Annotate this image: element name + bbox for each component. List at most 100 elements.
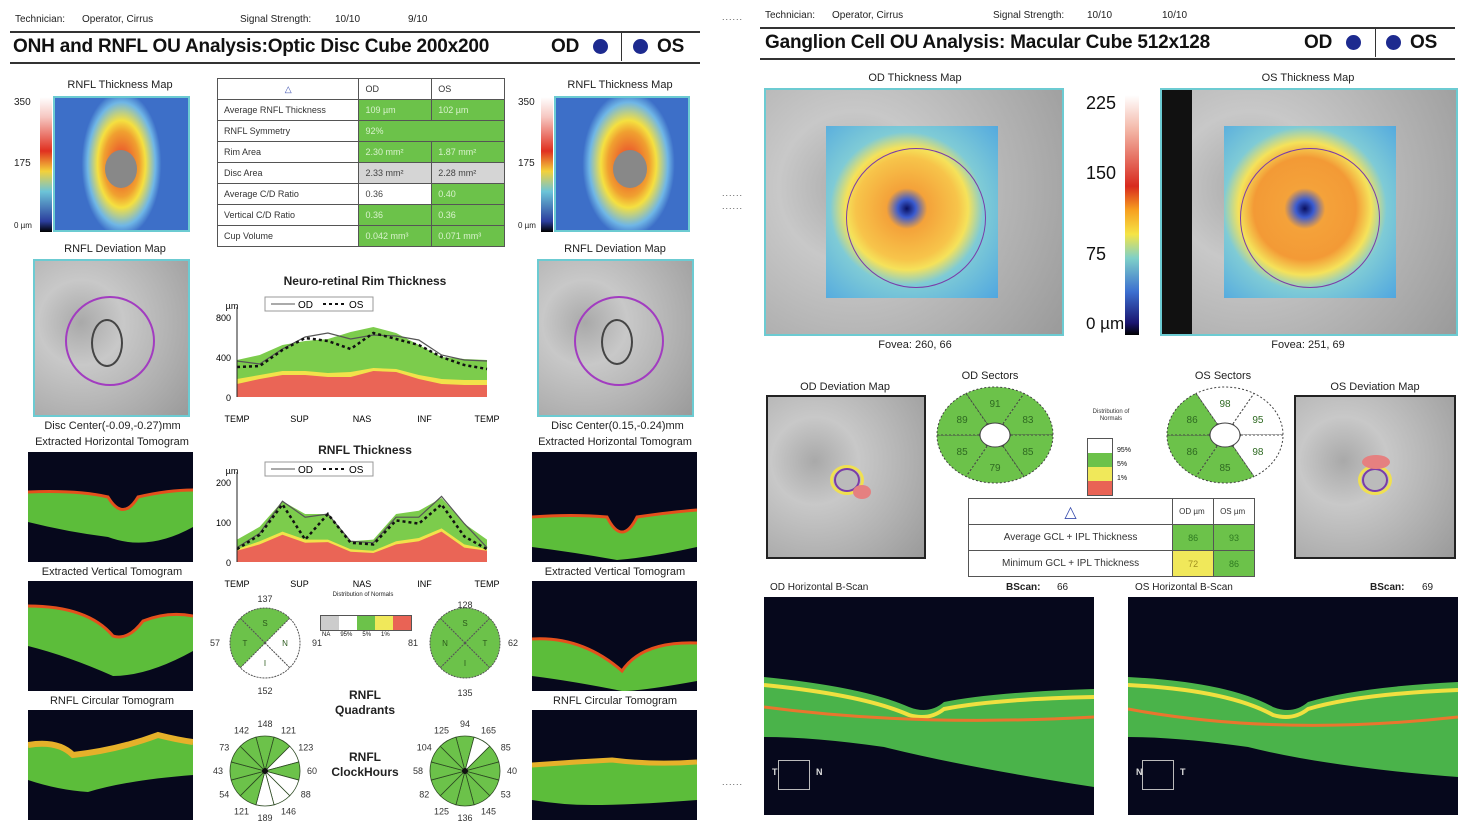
od-gcl-thickness-map bbox=[764, 88, 1064, 336]
od-clock-4: 60 bbox=[307, 766, 317, 776]
os-scale-max: 350 bbox=[518, 97, 535, 108]
od-value: 109 µm bbox=[358, 99, 433, 121]
right-technician-label: Technician: bbox=[765, 10, 816, 21]
x-tick-label: NAS bbox=[353, 414, 372, 424]
row-label: RNFL Symmetry bbox=[216, 120, 360, 142]
os-disc-center: Disc Center(0.15,-0.24)mm bbox=[551, 420, 684, 432]
quadrant-N bbox=[264, 617, 301, 669]
quadrants-title-2: Quadrants bbox=[334, 703, 395, 717]
od-disc-center: Disc Center(-0.09,-0.27)mm bbox=[44, 420, 181, 432]
od-gcl-deviation-map bbox=[766, 395, 926, 559]
gcl-normals-95: 95% bbox=[1117, 447, 1132, 454]
od-clock-2: 121 bbox=[281, 725, 296, 735]
y-tick-label: 400 bbox=[216, 353, 231, 363]
table-header-od: OD bbox=[358, 78, 433, 100]
sector-value: 85 bbox=[1219, 463, 1231, 474]
sector-value: 85 bbox=[957, 447, 969, 458]
right-report-title: Ganglion Cell OU Analysis: Macular Cube … bbox=[765, 32, 1210, 53]
od-value: 86 bbox=[1172, 524, 1215, 551]
od-circ-tomo-title: RNFL Circular Tomogram bbox=[49, 695, 175, 707]
od-rnfl-deviation-map bbox=[33, 259, 190, 417]
od-horiz-tomo-title: Extracted Horizontal Tomogram bbox=[35, 436, 189, 448]
od-eye-dot-icon bbox=[593, 39, 608, 54]
y-tick-label: 100 bbox=[216, 518, 231, 528]
os-gcl-thickness-map bbox=[1160, 88, 1458, 336]
gcl-ipl-table: △ OD µm OS µm Average GCL + IPL Thicknes… bbox=[967, 498, 1255, 577]
sector-value: 79 bbox=[989, 463, 1001, 474]
os-sectors-title: OS Sectors bbox=[1194, 370, 1252, 382]
os-sectors-chart: 98 95 98 85 86 86 bbox=[1166, 386, 1284, 484]
os-horizontal-bscan: N T bbox=[1128, 597, 1458, 815]
os-clock-1: 94 bbox=[460, 719, 470, 729]
svg-text:T: T bbox=[483, 639, 488, 648]
legend-os: OS bbox=[349, 300, 364, 311]
rnfl-quadrants-clockhours: SNIT1379115257STIN1286213581148121123608… bbox=[210, 594, 518, 823]
x-tick-label: TEMP bbox=[474, 579, 499, 589]
os-circ-tomo-title: RNFL Circular Tomogram bbox=[552, 695, 678, 707]
os-value: 2.28 mm² bbox=[431, 162, 505, 184]
quadrant-S bbox=[439, 607, 491, 644]
os-deviation-map-title: RNFL Deviation Map bbox=[564, 243, 666, 255]
os-bscan-number: 69 bbox=[1422, 582, 1434, 593]
od-clock-chart bbox=[229, 735, 301, 807]
normal-1-band bbox=[237, 531, 487, 562]
os-clock-2: 165 bbox=[481, 725, 496, 735]
y-tick-label: 0 bbox=[226, 393, 231, 403]
os-quad-t: 62 bbox=[508, 638, 518, 648]
row-label: Cup Volume bbox=[216, 225, 360, 247]
os-vert-tomo-title: Extracted Vertical Tomogram bbox=[544, 566, 686, 578]
os-scale-min: 0 µm bbox=[518, 221, 536, 230]
os-horiz-tomo-title: Extracted Horizontal Tomogram bbox=[538, 436, 692, 448]
od-clock-1: 148 bbox=[257, 719, 272, 729]
clock-sector bbox=[439, 736, 466, 773]
svg-text:N: N bbox=[442, 639, 448, 648]
table-row: Average C/D Ratio 0.36 0.40 bbox=[216, 183, 505, 205]
quadrant-I bbox=[439, 642, 491, 679]
left-signal-os: 9/10 bbox=[408, 14, 428, 25]
right-os-eye-dot-icon bbox=[1386, 35, 1401, 50]
os-bscan-title: OS Horizontal B-Scan bbox=[1135, 582, 1233, 593]
rim-chart-title: Neuro-retinal Rim Thickness bbox=[283, 274, 447, 288]
row-label: Average GCL + IPL Thickness bbox=[967, 524, 1174, 551]
sector-value: 89 bbox=[957, 415, 969, 426]
od-value: 72 bbox=[1172, 550, 1215, 577]
od-clock-3: 123 bbox=[298, 743, 313, 753]
right-os-label: OS bbox=[1410, 32, 1438, 53]
os-gcl-deviation-map bbox=[1294, 395, 1456, 559]
right-signal-od: 10/10 bbox=[1087, 10, 1113, 21]
chart-legend: OD OS bbox=[264, 461, 374, 477]
gcl-normals-title: Distribution of Normals bbox=[1092, 409, 1130, 422]
sector bbox=[1166, 434, 1218, 478]
x-tick-label: SUP bbox=[290, 579, 309, 589]
sector-value: 83 bbox=[1022, 415, 1034, 426]
od-gcl-map-title: OD Thickness Map bbox=[868, 72, 962, 84]
x-tick-label: SUP bbox=[290, 414, 309, 424]
od-circular-tomogram bbox=[28, 710, 193, 820]
od-quad-t: 57 bbox=[210, 638, 220, 648]
os-quad-n: 81 bbox=[408, 638, 418, 648]
gcl-normals-bar bbox=[1087, 438, 1113, 496]
y-axis-unit: µm bbox=[226, 466, 239, 476]
os-value: 1.87 mm² bbox=[431, 141, 505, 163]
od-quad-i: 152 bbox=[257, 686, 272, 696]
od-value: 2.30 mm² bbox=[358, 141, 433, 163]
sector-value: 85 bbox=[1022, 447, 1034, 458]
legend-os: OS bbox=[349, 465, 364, 476]
table-row: Vertical C/D Ratio 0.36 0.36 bbox=[216, 204, 505, 226]
os-clock-chart bbox=[429, 735, 501, 807]
gcl-header-od: OD µm bbox=[1172, 498, 1215, 525]
row-label: Vertical C/D Ratio bbox=[216, 204, 360, 226]
quadrant-N bbox=[429, 617, 466, 669]
quadrant-S bbox=[239, 607, 291, 644]
x-tick-label: INF bbox=[417, 414, 432, 424]
od-scale-mid: 175 bbox=[14, 158, 31, 169]
os-clock-6: 145 bbox=[481, 807, 496, 817]
table-row: Average GCL + IPL Thickness 86 93 bbox=[967, 524, 1255, 551]
os-rnfl-thickness-map-title: RNFL Thickness Map bbox=[567, 79, 673, 91]
gcl-scale-150: 150 bbox=[1086, 163, 1117, 183]
od-fovea: Fovea: 260, 66 bbox=[878, 339, 952, 351]
right-technician: Operator, Cirrus bbox=[832, 10, 904, 21]
os-circular-tomogram bbox=[532, 710, 697, 820]
os-clock-4: 40 bbox=[507, 766, 517, 776]
left-report-title: ONH and RNFL OU Analysis:Optic Disc Cube… bbox=[13, 36, 490, 57]
